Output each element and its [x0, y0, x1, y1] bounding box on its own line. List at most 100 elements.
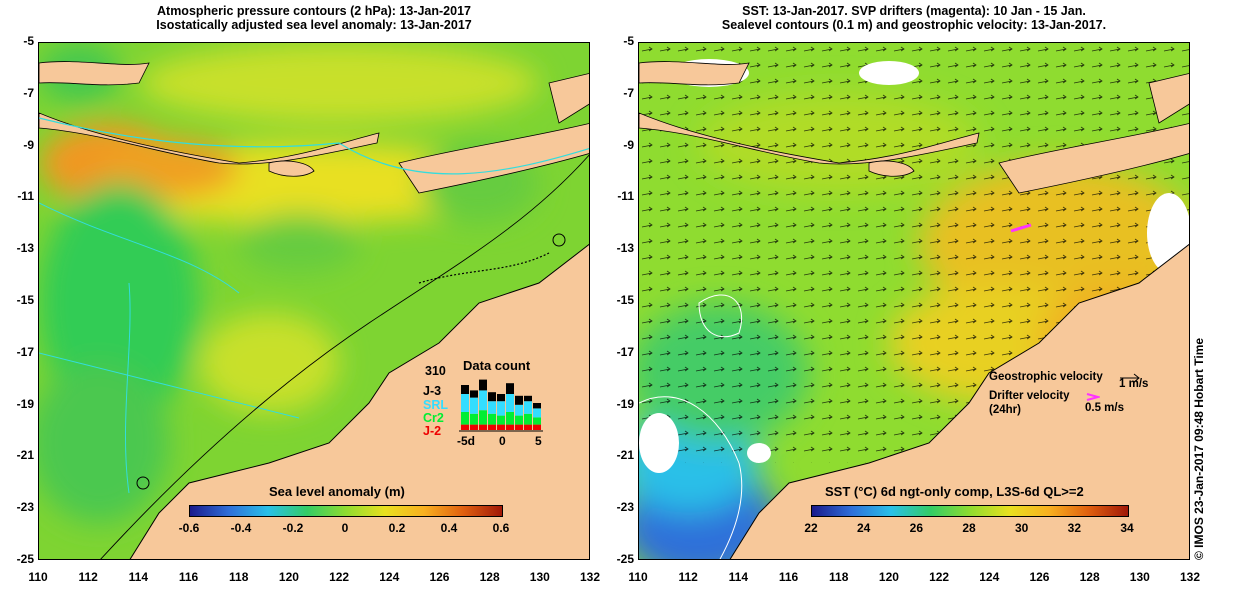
tide-gauge-darwin — [552, 233, 566, 247]
data-count-bar-segment — [497, 415, 505, 425]
data-count-bar-segment — [515, 415, 523, 425]
x-tick-label: 128 — [1079, 570, 1100, 584]
data-count-x-minus5: -5d — [457, 434, 475, 448]
y-tick-label: -17 — [16, 344, 34, 359]
right-colorbar-title: SST (°C) 6d ngt-only comp, L3S-6d QL>=2 — [825, 484, 1084, 499]
land-island-java — [639, 61, 750, 86]
data-count-bar-segment — [470, 390, 478, 398]
mission-j3-label: J-3 — [423, 384, 442, 398]
y-tick-label: -23 — [616, 500, 634, 515]
altimeter-track — [39, 117, 589, 175]
y-tick-label: -23 — [16, 500, 34, 515]
data-count-max: 310 — [425, 364, 446, 378]
right-title-line1: SST: 13-Jan-2017. SVP drifters (magenta)… — [742, 4, 1086, 18]
x-tick-label: 126 — [429, 570, 450, 584]
y-tick-label: -5 — [623, 34, 634, 48]
land-island-tanimbar — [1148, 73, 1189, 124]
colorbar-tick-label: 0 — [341, 521, 349, 535]
data-count-bar-segment — [488, 424, 496, 430]
y-tick-label: -25 — [616, 552, 634, 566]
geostrophic-scale-label: 1 m/s — [1119, 378, 1149, 390]
altimeter-track-2 — [39, 202, 240, 294]
data-count-bar-segment — [479, 424, 487, 430]
altimeter-track-3 — [39, 352, 300, 419]
colorbar-tick-label: -0.4 — [230, 521, 252, 535]
data-count-bar-segment — [506, 383, 514, 394]
drifter-arrow-icon — [1086, 393, 1100, 401]
y-tick-label: -15 — [16, 293, 34, 307]
y-tick-label: -9 — [23, 137, 34, 152]
colorbar-tick-label: 0.4 — [440, 521, 458, 535]
data-count-inset: Data count 310 J-3 SRL Cr2 J-2 -5d 0 5 — [419, 356, 559, 456]
land-australia — [129, 243, 589, 559]
x-tick-label: 130 — [529, 570, 550, 584]
x-tick-label: 118 — [829, 570, 849, 584]
data-count-bar-segment — [461, 385, 469, 394]
x-tick-label: 124 — [379, 570, 400, 584]
data-count-bar-segment — [515, 395, 523, 405]
imos-credit: © IMOS 23-Jan-2017 09:48 Hobart Time — [1192, 337, 1206, 560]
sea-level-anomaly-map: Data count 310 J-3 SRL Cr2 J-2 -5d 0 5 S… — [38, 42, 590, 560]
y-tick-label: -17 — [616, 344, 634, 359]
altimeter-track-4 — [124, 282, 131, 494]
colorbar-tick-label: 24 — [856, 521, 871, 535]
data-count-bar-segment — [488, 413, 496, 425]
data-count-bar-segment — [479, 410, 487, 425]
data-count-bar-segment — [506, 412, 514, 425]
x-tick-label: 122 — [929, 570, 950, 584]
colorbar-tick-label: 26 — [909, 521, 923, 535]
right-colorbar — [811, 505, 1129, 517]
land-island-chain — [39, 112, 380, 165]
x-tick-label: 112 — [78, 570, 98, 584]
colorbar-tick-label: 30 — [1014, 521, 1029, 535]
y-tick-label: -15 — [616, 293, 634, 307]
data-count-bar-segment — [479, 390, 487, 411]
colorbar-tick-label: 34 — [1120, 521, 1134, 535]
y-tick-label: -9 — [623, 137, 634, 152]
y-tick-label: -7 — [23, 85, 34, 100]
drifter-velocity-label: Drifter velocity — [989, 390, 1070, 402]
x-tick-label: 120 — [878, 570, 899, 584]
colorbar-tick-label: -0.6 — [178, 521, 200, 535]
data-count-bar-segment — [524, 424, 532, 430]
x-tick-label: 124 — [979, 570, 1000, 584]
x-tick-label: 112 — [678, 570, 698, 584]
land-island-java — [39, 61, 150, 86]
y-tick-label: -5 — [23, 34, 34, 48]
x-tick-label: 110 — [628, 570, 648, 584]
x-tick-label: 128 — [479, 570, 500, 584]
sea-level-contour — [639, 396, 743, 559]
mission-cr2-label: Cr2 — [423, 411, 444, 425]
left-title: Atmospheric pressure contours (2 hPa): 1… — [38, 4, 590, 32]
data-count-bar-segment — [470, 413, 478, 425]
tide-gauge-exmouth — [136, 476, 150, 490]
drifter-track — [1010, 223, 1032, 233]
pressure-contour — [418, 252, 550, 284]
land-island-timor — [998, 123, 1189, 194]
data-count-bar-segment — [533, 417, 541, 425]
y-tick-label: -11 — [617, 189, 634, 204]
land-island-sumba — [268, 160, 315, 177]
y-tick-label: -25 — [16, 552, 34, 566]
data-count-title: Data count — [463, 358, 531, 373]
data-count-bar-segment — [461, 394, 469, 412]
y-tick-label: -13 — [16, 241, 34, 256]
left-colorbar — [189, 505, 503, 517]
x-tick-label: 116 — [178, 570, 199, 584]
data-count-bar-segment — [461, 424, 469, 430]
sst-map: Geostrophic velocity 1 m/s Drifter veloc… — [638, 42, 1190, 560]
data-count-bar-segment — [488, 392, 496, 402]
data-count-bar-segment — [497, 394, 505, 402]
x-tick-label: 126 — [1029, 570, 1050, 584]
geostrophic-arrow-icon — [1120, 373, 1140, 383]
left-colorbar-title: Sea level anomaly (m) — [269, 484, 405, 499]
colorbar-tick-label: 0.6 — [492, 521, 510, 535]
data-count-bar-segment — [515, 404, 523, 416]
geostrophic-velocity-label: Geostrophic velocity — [989, 371, 1103, 383]
land-island-chain — [639, 112, 980, 165]
sst-plot — [639, 43, 1189, 559]
data-count-bar-segment — [470, 397, 478, 414]
left-title-line1: Atmospheric pressure contours (2 hPa): 1… — [157, 4, 471, 18]
data-count-bar-segment — [497, 401, 505, 416]
colorbar-tick-label: 0.2 — [388, 521, 406, 535]
